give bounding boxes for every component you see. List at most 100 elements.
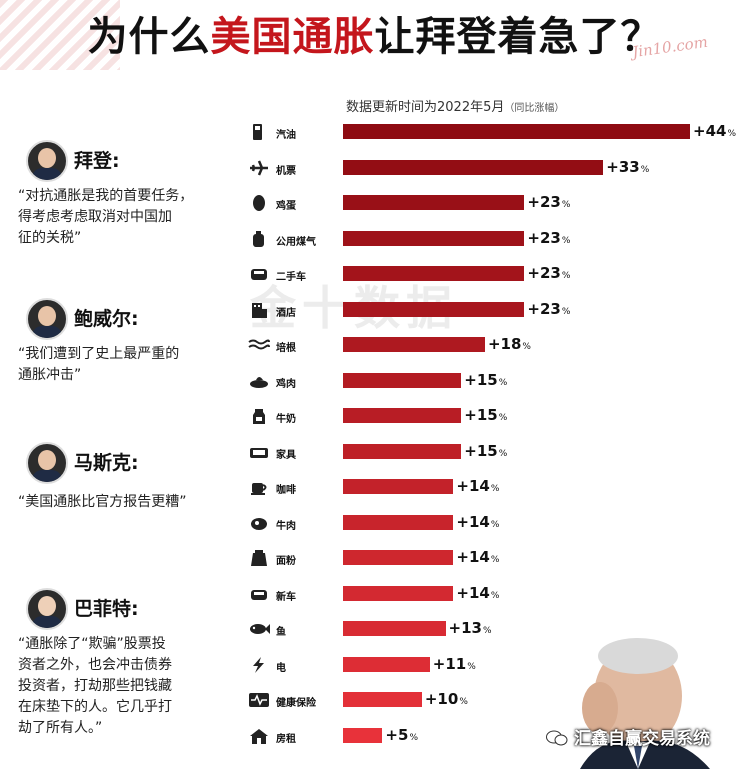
quote-line: “我们遭到了史上最严重的	[18, 346, 180, 362]
value-label: +23%	[527, 299, 571, 318]
category-label: 鸡肉	[276, 378, 296, 390]
person-name: 拜登:	[74, 150, 120, 172]
fish-icon	[248, 620, 270, 638]
category-label: 鱼	[276, 627, 286, 638]
bacon-icon	[248, 336, 270, 354]
bar	[343, 514, 454, 530]
category-label: 健康保险	[276, 698, 316, 709]
beef-icon	[248, 514, 270, 532]
quote-line: 资者之外，也会冲击债券	[18, 657, 172, 673]
gas-canister-icon	[248, 230, 270, 248]
footer-watermark: 汇鑫自赢交易系统	[546, 724, 710, 749]
subtitle-note: （同比涨幅）	[504, 103, 565, 114]
category-label: 公用煤气	[276, 236, 316, 248]
title-part-1: 为什么	[87, 14, 211, 60]
bar	[343, 337, 485, 352]
bar	[343, 585, 454, 601]
person-quote: “我们遭到了史上最严重的 通胀冲击”	[18, 344, 179, 386]
value-label: +10%	[424, 690, 468, 708]
page-title: 为什么美国通胀让拜登着急了？	[0, 10, 749, 64]
subtitle-main: 数据更新时间为2022年5月	[346, 100, 505, 115]
quote-line: 得考虑考虑取消对中国加	[18, 209, 172, 225]
value-label: +13%	[448, 619, 492, 637]
quote-line: 在床垫下的人。它几乎打	[18, 699, 172, 715]
lightning-icon	[248, 656, 270, 674]
bar	[343, 656, 430, 672]
quote-line: 征的关税”	[18, 230, 82, 246]
person-name: 巴菲特:	[74, 598, 139, 620]
bar	[343, 230, 525, 246]
category-label: 鸡蛋	[276, 201, 296, 212]
biden-photo	[560, 638, 749, 769]
bar	[343, 692, 422, 707]
category-label: 酒店	[276, 307, 296, 319]
category-label: 电	[276, 662, 286, 674]
coffee-icon	[248, 478, 270, 496]
category-label: 新车	[276, 591, 296, 603]
category-label: 面粉	[276, 556, 296, 567]
sofa-icon	[248, 443, 270, 461]
bar	[343, 159, 604, 175]
quote-line: 投资者，打劫那些把钱藏	[18, 678, 172, 694]
quote-line: 通胀冲击”	[18, 367, 82, 383]
value-label: +23%	[527, 228, 571, 247]
value-label: +18%	[487, 335, 531, 353]
avatar	[26, 588, 68, 630]
bar	[343, 408, 462, 423]
quote-line: “通胀除了“欺骗”股票投	[18, 636, 166, 652]
person-name: 鲍威尔:	[74, 308, 139, 330]
corner-decoration	[0, 0, 120, 70]
value-label: +23%	[527, 193, 571, 211]
value-label: +11%	[432, 654, 476, 673]
bar	[343, 124, 690, 139]
avatar	[26, 298, 68, 340]
bar	[343, 621, 446, 636]
footer-watermark-text: 汇鑫自赢交易系统	[574, 729, 710, 749]
category-label: 机票	[276, 165, 296, 177]
avatar	[26, 140, 68, 182]
car-icon	[248, 265, 270, 283]
value-label: +15%	[464, 441, 508, 460]
category-label: 培根	[276, 343, 296, 354]
value-label: +33%	[606, 157, 650, 176]
bar	[343, 550, 454, 565]
bar	[343, 372, 462, 388]
category-label: 房租	[276, 733, 296, 745]
bar	[343, 195, 525, 210]
value-label: +14%	[456, 477, 500, 495]
avatar	[26, 442, 68, 484]
milk-icon	[248, 407, 270, 425]
value-label: +15%	[464, 370, 508, 389]
value-label: +14%	[456, 548, 500, 566]
bar	[343, 727, 383, 743]
egg-icon	[248, 194, 270, 212]
bar	[343, 301, 525, 317]
chart-subtitle: 数据更新时间为2022年5月（同比涨幅）	[346, 96, 564, 115]
category-label: 二手车	[276, 272, 306, 283]
value-label: +5%	[385, 725, 418, 744]
category-label: 牛肉	[276, 520, 296, 532]
value-label: +14%	[456, 512, 500, 531]
category-label: 咖啡	[276, 485, 296, 496]
gas-pump-icon	[248, 123, 270, 141]
person-quote: “通胀除了“欺骗”股票投 资者之外，也会冲击债券 投资者，打劫那些把钱藏 在床垫…	[18, 634, 172, 739]
value-label: +23%	[527, 264, 571, 282]
flour-icon	[248, 549, 270, 567]
value-label: +44%	[693, 122, 737, 140]
category-label: 汽油	[276, 130, 296, 141]
bar	[343, 443, 462, 459]
hotel-icon	[248, 301, 270, 319]
category-label: 牛奶	[276, 414, 296, 425]
quote-line: “美国通胀比官方报告更糟”	[18, 494, 187, 510]
category-label: 家具	[276, 449, 296, 461]
person-name: 马斯克:	[74, 452, 139, 474]
wechat-icon	[546, 730, 568, 746]
house-icon	[248, 727, 270, 745]
title-part-3: 让拜登着急了？	[374, 14, 662, 60]
title-part-2: 美国通胀	[210, 14, 375, 60]
person-quote: “对抗通胀是我的首要任务， 得考虑考虑取消对中国加 征的关税”	[18, 186, 193, 249]
chicken-icon	[248, 372, 270, 390]
airplane-icon	[248, 159, 270, 177]
health-icon	[248, 691, 270, 709]
bar	[343, 266, 525, 281]
